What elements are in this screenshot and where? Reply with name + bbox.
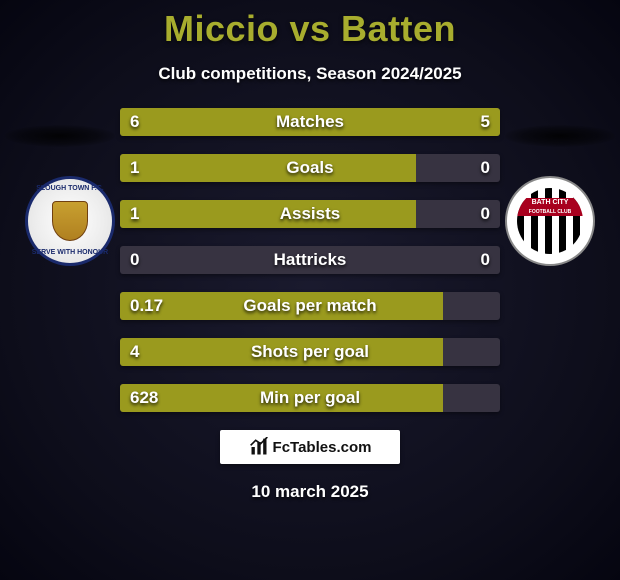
stat-row: 4Shots per goal [120,338,500,366]
crest-left-shield-icon [52,201,88,241]
crest-left-top-text: SLOUGH TOWN F.C. [28,185,112,193]
club-crest-left: SLOUGH TOWN F.C. SERVE WITH HONOUR [25,176,115,266]
player-shadow-right [505,125,615,147]
crest-left-bottom-text: SERVE WITH HONOUR [28,249,112,257]
crest-right-stripes-icon: BATH CITY FOOTBALL CLUB [517,188,583,254]
crest-right-band-sub: FOOTBALL CLUB [529,209,571,215]
stat-row: 10Goals [120,154,500,182]
footer-date: 10 march 2025 [0,482,620,502]
bar-fill-left [120,200,416,228]
player-shadow-left [5,125,115,147]
stat-row: 628Min per goal [120,384,500,412]
bar-fill-left [120,108,329,136]
crest-right-band-text: BATH CITY [532,199,569,206]
bar-fill-left [120,384,443,412]
bar-chart-icon [249,437,269,457]
stat-row: 0.17Goals per match [120,292,500,320]
branding-badge: FcTables.com [220,430,400,464]
bar-fill-left [120,338,443,366]
crest-right-band: BATH CITY FOOTBALL CLUB [517,198,583,216]
stat-row: 65Matches [120,108,500,136]
bar-fill-left [120,292,443,320]
bar-fill-left [120,154,416,182]
comparison-title: Miccio vs Batten [0,0,620,50]
bar-track [120,246,500,274]
branding-text: FcTables.com [273,439,372,456]
comparison-subtitle: Club competitions, Season 2024/2025 [0,64,620,84]
comparison-bars: 65Matches 10Goals 10Assists 00Hattricks 0.17… [120,108,500,412]
stat-row: 10Assists [120,200,500,228]
club-crest-right: BATH CITY FOOTBALL CLUB [505,176,595,266]
bar-fill-right [329,108,500,136]
stat-row: 00Hattricks [120,246,500,274]
